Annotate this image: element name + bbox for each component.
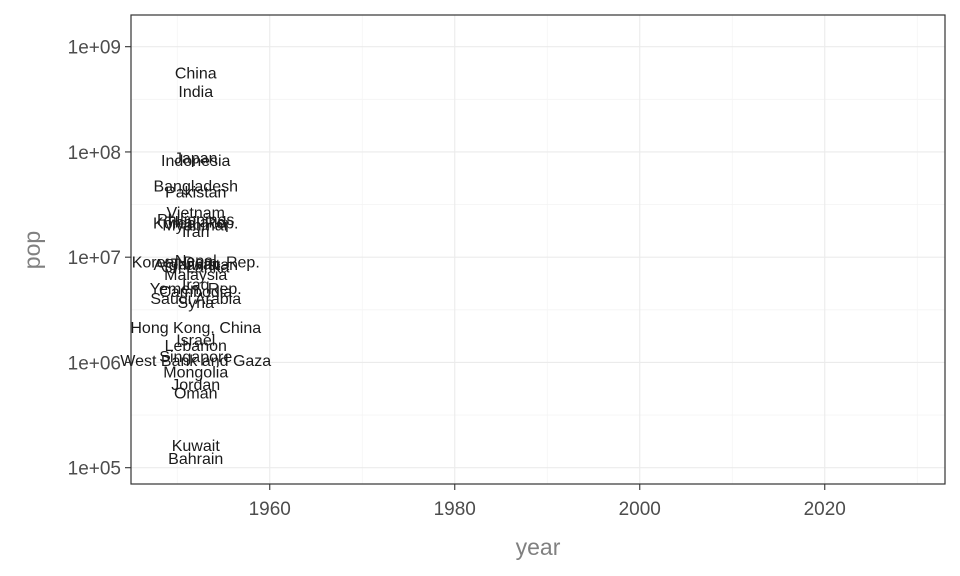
point-label: Nepal <box>175 253 217 270</box>
point-label: Indonesia <box>161 153 230 170</box>
point-label: Hong Kong, China <box>130 320 261 337</box>
point-label: Bangladesh <box>153 179 238 196</box>
point-label: Korea, Dem. Rep. <box>132 255 260 272</box>
x-axis: 1960 1980 2000 2020 <box>249 484 846 520</box>
x-tick-label: 2000 <box>619 499 661 520</box>
point-label: Kuwait <box>172 438 221 455</box>
point-label: India <box>178 84 213 101</box>
major-gridlines <box>131 15 945 484</box>
y-axis: 1e+05 1e+06 1e+07 1e+08 1e+09 <box>68 38 131 480</box>
point-label: Iran <box>182 224 210 241</box>
y-tick-label: 1e+08 <box>68 143 121 164</box>
panel-border <box>130 14 946 485</box>
y-tick-label: 1e+07 <box>68 248 121 269</box>
y-tick-label: 1e+09 <box>68 38 121 59</box>
point-label: Mongolia <box>163 365 228 382</box>
point-label: Philippines <box>157 212 234 229</box>
y-tick-label: 1e+05 <box>68 459 121 480</box>
point-label: Cambodia <box>159 284 232 301</box>
point-label: Oman <box>174 385 218 402</box>
x-tick-label: 1980 <box>434 499 476 520</box>
point-label: Jordan <box>171 377 220 394</box>
point-label: West Bank and Gaza <box>120 353 271 370</box>
point-label: Syria <box>178 295 215 312</box>
point-label: Taiwan <box>171 256 221 273</box>
point-label: Yemen, Rep. <box>150 281 242 298</box>
y-axis-title: pop <box>19 231 45 269</box>
point-label: Pakistan <box>165 184 226 201</box>
point-label: Lebanon <box>165 338 227 355</box>
point-label: Bahrain <box>168 451 223 468</box>
x-tick-label: 2020 <box>804 499 846 520</box>
point-label: Thailand <box>165 215 226 232</box>
point-label: Israel <box>176 332 215 349</box>
point-label: Singapore <box>159 349 232 366</box>
point-label: Japan <box>174 151 218 168</box>
point-label: Korea, Rep. <box>153 215 238 232</box>
point-label: Sri Lanka <box>162 259 230 276</box>
point-label: Malaysia <box>164 267 227 284</box>
x-tick-label: 1960 <box>249 499 291 520</box>
x-axis-title: year <box>516 534 561 560</box>
minor-gridlines <box>131 15 945 484</box>
point-label: Vietnam <box>167 205 225 222</box>
y-tick-label: 1e+06 <box>68 353 121 374</box>
point-label: China <box>175 65 217 82</box>
point-label: Myanmar <box>162 217 229 234</box>
point-label: Iraq <box>182 277 210 294</box>
point-label: Saudi Arabia <box>150 291 241 308</box>
point-label: Afghanistan <box>153 257 238 274</box>
